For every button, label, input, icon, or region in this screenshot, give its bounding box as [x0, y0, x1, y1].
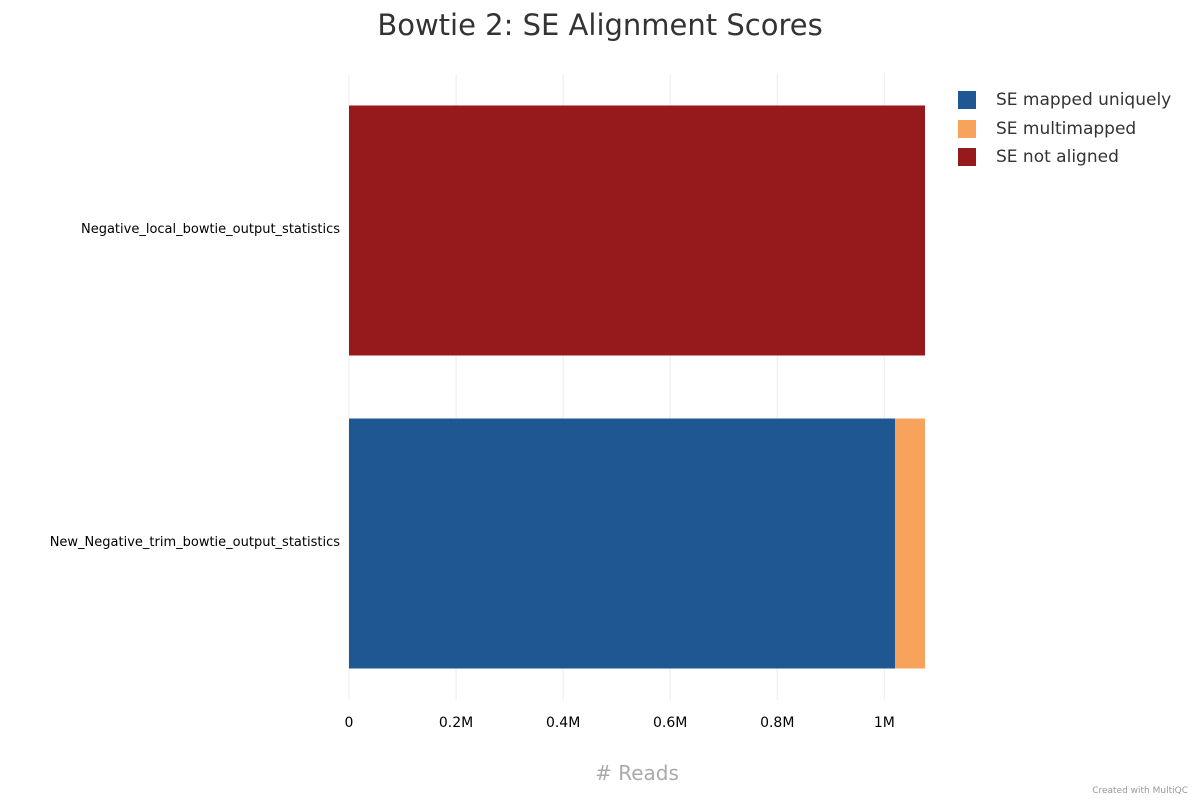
- x-tick-label: 0.6M: [653, 715, 687, 731]
- x-tick-label: 0.8M: [760, 715, 794, 731]
- category-label: New_Negative_trim_bowtie_output_statisti…: [49, 534, 340, 550]
- bar-segment[interactable]: [349, 105, 925, 356]
- legend-swatch: [958, 119, 976, 138]
- legend-item[interactable]: SE not aligned: [958, 143, 1171, 172]
- bar-segment[interactable]: [349, 418, 896, 669]
- x-tick-label: 0.4M: [546, 715, 580, 731]
- x-tick-label: 0.2M: [439, 715, 473, 731]
- legend-label: SE not aligned: [996, 147, 1119, 168]
- legend-swatch: [958, 148, 976, 167]
- watermark: Created with MultiQC: [1092, 786, 1188, 796]
- legend-item[interactable]: SE mapped uniquely: [958, 86, 1171, 115]
- x-tick-label: 1M: [874, 715, 895, 731]
- legend-label: SE multimapped: [996, 118, 1137, 139]
- legend: SE mapped uniquely SE multimapped SE not a…: [958, 86, 1171, 172]
- x-tick-label: 0: [345, 715, 354, 731]
- chart-title: Bowtie 2: SE Alignment Scores: [377, 8, 823, 42]
- legend-label: SE mapped uniquely: [996, 90, 1172, 111]
- legend-swatch: [958, 91, 976, 110]
- category-label: Negative_local_bowtie_output_statistics: [80, 221, 340, 237]
- x-axis-label: # Reads: [595, 761, 679, 785]
- bar-segment[interactable]: [895, 418, 925, 669]
- legend-item[interactable]: SE multimapped: [958, 115, 1171, 144]
